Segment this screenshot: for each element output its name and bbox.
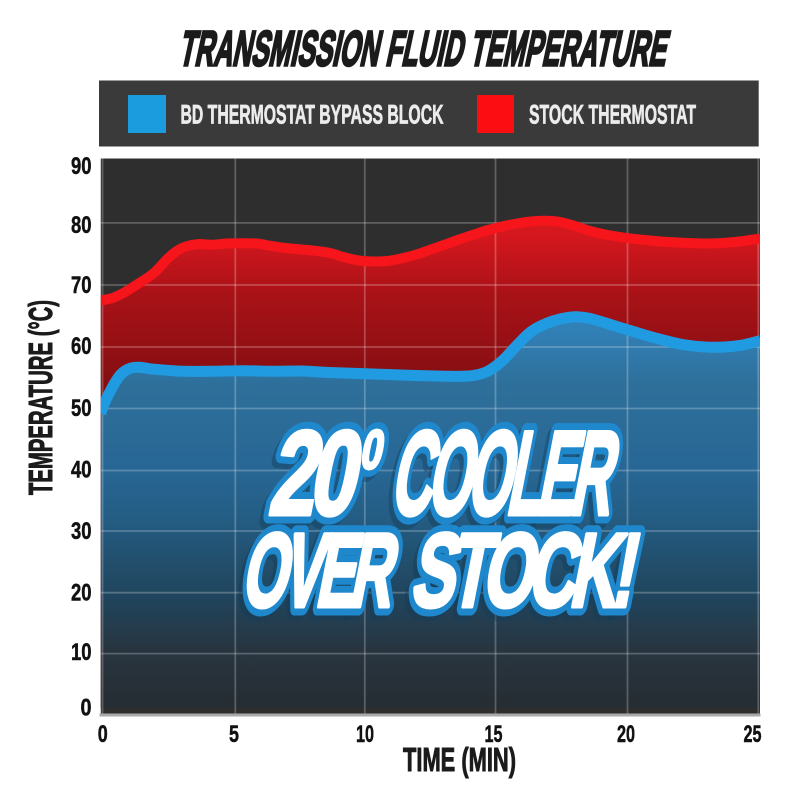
svg-text:TIME (MIN): TIME (MIN) — [403, 742, 516, 779]
svg-text:50: 50 — [71, 395, 92, 422]
svg-text:90: 90 — [71, 153, 92, 180]
svg-text:COOLER: COOLER — [384, 406, 629, 541]
svg-text:0: 0 — [81, 695, 92, 722]
svg-text:10: 10 — [356, 721, 374, 748]
svg-text:TEMPERATURE (°C): TEMPERATURE (°C) — [22, 300, 59, 495]
svg-text:STOCK!: STOCK! — [405, 512, 645, 629]
svg-text:OVER: OVER — [236, 512, 408, 629]
svg-text:20: 20 — [71, 580, 92, 607]
svg-text:COOLER: COOLER — [384, 406, 629, 541]
svg-text:5: 5 — [229, 721, 239, 748]
svg-text:20: 20 — [617, 721, 635, 748]
svg-text:STOCK!: STOCK! — [405, 512, 645, 629]
svg-text:15: 15 — [485, 721, 503, 748]
svg-text:STOCK!: STOCK! — [401, 517, 641, 634]
svg-text:TRANSMISSION FLUID TEMPERATURE: TRANSMISSION FLUID TEMPERATURE — [176, 21, 675, 76]
svg-text:BD THERMOSTAT BYPASS BLOCK: BD THERMOSTAT BYPASS BLOCK — [181, 100, 444, 130]
svg-text:10: 10 — [71, 639, 92, 666]
svg-text:30: 30 — [71, 518, 92, 545]
svg-text:40: 40 — [71, 457, 92, 484]
svg-text:0: 0 — [98, 721, 108, 748]
svg-text:STOCK THERMOSTAT: STOCK THERMOSTAT — [529, 100, 696, 130]
svg-text:60: 60 — [71, 333, 92, 360]
svg-text:70: 70 — [71, 272, 92, 299]
svg-text:25: 25 — [744, 721, 762, 748]
svg-text:80: 80 — [71, 212, 92, 239]
svg-text:COOLER: COOLER — [380, 411, 625, 546]
